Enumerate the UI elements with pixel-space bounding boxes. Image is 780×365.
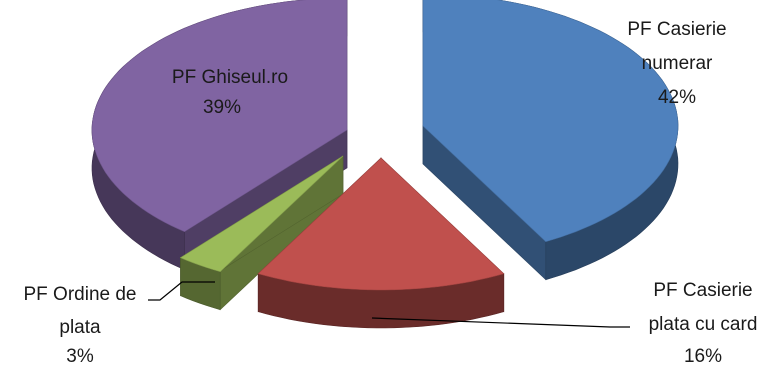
svg-text:PF Ghiseul.ro: PF Ghiseul.ro bbox=[172, 67, 288, 88]
svg-text:42%: 42% bbox=[658, 87, 696, 108]
leader-line-ordine bbox=[148, 281, 215, 301]
svg-text:PF Casierie: PF Casierie bbox=[627, 19, 726, 40]
label-ordine-plata: PF Ordine de plata 3% bbox=[24, 284, 137, 365]
label-casierie-numerar: PF Casierie numerar 42% bbox=[627, 19, 726, 108]
svg-text:3%: 3% bbox=[66, 346, 94, 365]
label-casierie-card: PF Casierie plata cu card 16% bbox=[649, 280, 758, 365]
svg-text:PF Ordine de: PF Ordine de bbox=[24, 284, 137, 305]
slice-0-top bbox=[422, 0, 679, 243]
svg-text:numerar: numerar bbox=[642, 53, 713, 74]
slice-1-top bbox=[257, 157, 505, 291]
label-ghiseul: PF Ghiseul.ro 39% bbox=[172, 67, 288, 118]
svg-text:39%: 39% bbox=[203, 97, 241, 118]
leader-line-card bbox=[371, 317, 630, 328]
svg-text:16%: 16% bbox=[684, 346, 722, 365]
slice-2-top bbox=[179, 155, 344, 273]
svg-text:plata: plata bbox=[59, 317, 101, 338]
slice-3-top bbox=[91, 0, 348, 233]
svg-text:plata cu card: plata cu card bbox=[649, 314, 758, 335]
svg-text:PF Casierie: PF Casierie bbox=[653, 280, 752, 301]
